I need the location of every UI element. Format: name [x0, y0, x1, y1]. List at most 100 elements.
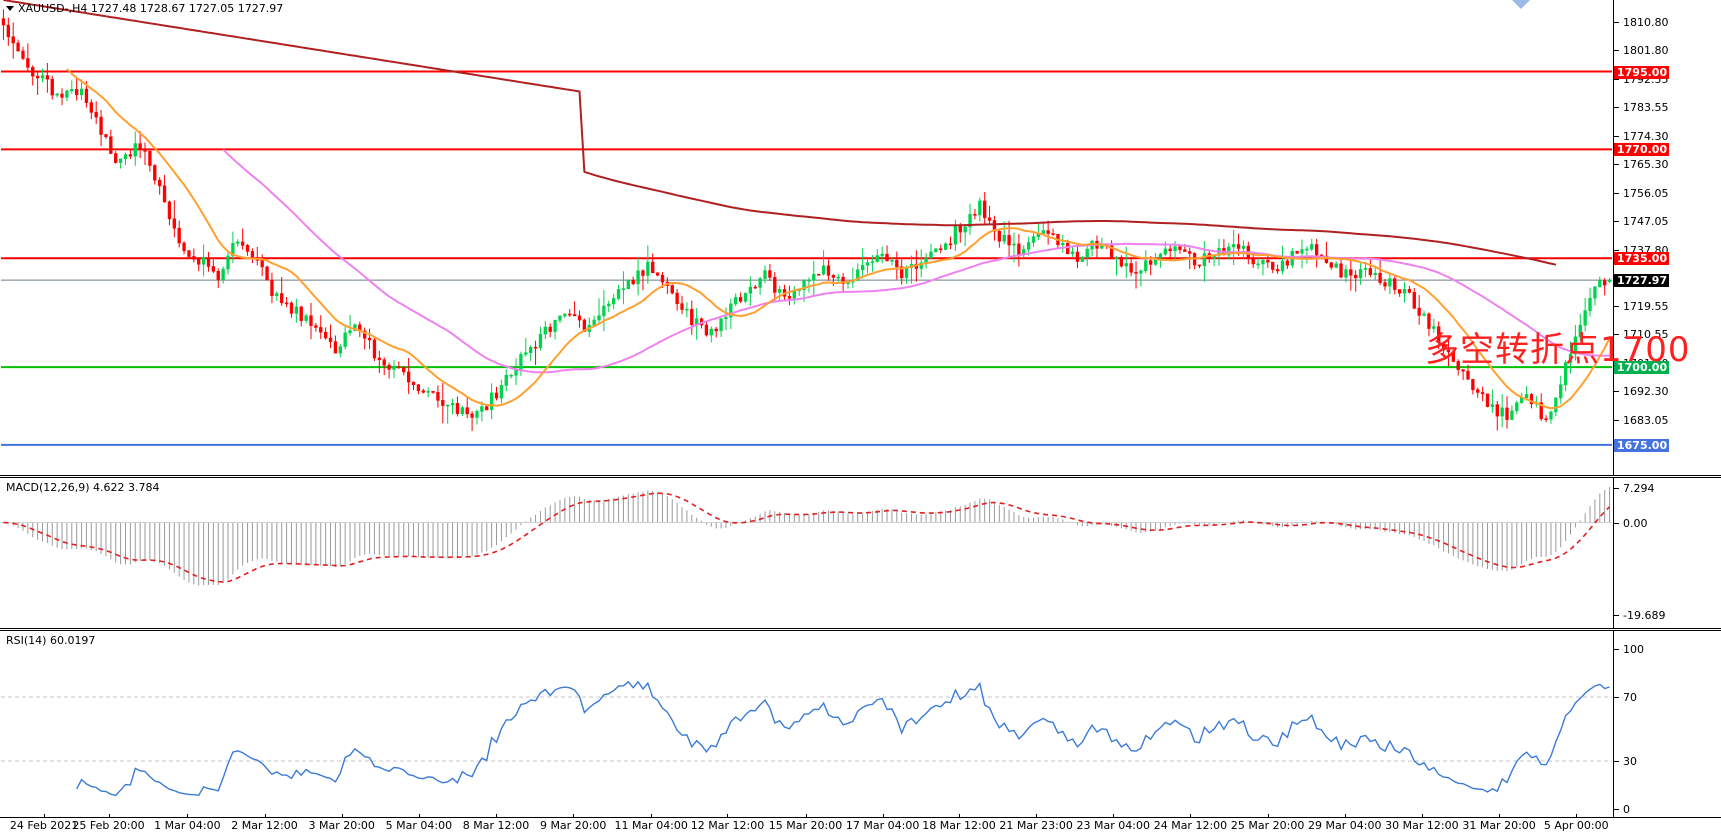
price-candles-layer — [1, 0, 1612, 446]
scroll-arrow-icon[interactable] — [1512, 0, 1530, 9]
rsi-plot-area[interactable] — [1, 631, 1612, 817]
macd-panel[interactable]: 7.294 0.00 -19.689 MACD(12,26,9) 4.622 3.7… — [0, 477, 1721, 629]
price-tick-label: 1756.05 — [1623, 186, 1669, 200]
rsi-tick-label: 0 — [1623, 803, 1630, 816]
time-tick-label: 24 Feb 2021 — [9, 819, 79, 832]
time-tick-mark — [1267, 814, 1269, 818]
price-tick-label: 1792.55 — [1623, 73, 1669, 87]
time-tick-label: 30 Mar 12:00 — [1385, 819, 1459, 832]
time-tick-mark — [1190, 814, 1192, 818]
macd-axis: 7.294 0.00 -19.689 — [1613, 478, 1721, 628]
time-tick-mark — [1036, 814, 1038, 818]
price-axis[interactable]: 1810.80 1801.80 1792.55 1783.55 1774.30 1765.… — [1613, 0, 1721, 475]
price-level-tag-1700-00[interactable]: 1700.00 — [1614, 361, 1670, 375]
price-tick-label: 1783.55 — [1623, 101, 1669, 115]
rsi-panel-label: RSI(14) 60.0197 — [6, 634, 96, 647]
time-tick-mark — [651, 814, 653, 818]
rsi-tick-mark — [1614, 697, 1619, 699]
price-tick-label: 1747.05 — [1623, 214, 1669, 228]
time-tick-label: 15 Mar 20:00 — [768, 819, 843, 832]
price-tick-mark — [1614, 163, 1619, 165]
price-tick-mark — [1614, 50, 1619, 52]
time-tick-label: 24 Mar 12:00 — [1153, 819, 1228, 832]
time-tick-label: 23 Mar 04:00 — [1076, 819, 1151, 832]
time-tick-mark — [1344, 814, 1346, 818]
time-tick-mark — [341, 814, 343, 818]
rsi-tick-mark — [1614, 649, 1619, 651]
time-tick-label: 5 Apr 00:00 — [1543, 819, 1609, 832]
collapse-triangle-icon[interactable] — [6, 5, 14, 11]
price-tick-label: 1810.80 — [1623, 16, 1669, 30]
time-tick-label: 11 Mar 04:00 — [614, 819, 688, 832]
time-tick-label: 3 Mar 20:00 — [308, 819, 375, 832]
price-tick-mark — [1614, 391, 1619, 393]
price-tick-mark — [1614, 79, 1619, 81]
time-tick-mark — [1499, 814, 1501, 818]
macd-tick-label: 7.294 — [1623, 482, 1655, 496]
price-tick-mark — [1614, 306, 1619, 308]
ohlc-text: XAUUSD-,H4 1727.48 1728.67 1727.05 1727.… — [18, 2, 284, 15]
time-tick-label: 31 Mar 20:00 — [1462, 819, 1536, 832]
macd-tick-label: 0.00 — [1623, 516, 1648, 530]
macd-plot-area[interactable] — [1, 478, 1612, 628]
time-tick-mark — [882, 814, 884, 818]
rsi-tick-label: 100 — [1623, 643, 1644, 657]
rsi-indicator-layer — [1, 680, 1612, 797]
price-tick-label: 1692.30 — [1623, 385, 1669, 399]
time-tick-label: 8 Mar 12:00 — [462, 819, 530, 832]
price-tick-label: 1719.55 — [1623, 300, 1669, 314]
time-tick-mark — [1113, 814, 1115, 818]
current-price-tag[interactable]: 1727.97 — [1614, 274, 1670, 288]
price-level-tag-1675-00[interactable]: 1675.00 — [1614, 438, 1670, 452]
time-tick-label: 2 Mar 12:00 — [231, 819, 298, 832]
price-tick-label: 1774.30 — [1623, 129, 1669, 143]
macd-panel-label: MACD(12,26,9) 4.622 3.784 — [6, 481, 160, 494]
rsi-tick-label: 30 — [1623, 755, 1637, 768]
time-tick-label: 29 Mar 04:00 — [1308, 819, 1382, 832]
price-tick-mark — [1614, 107, 1619, 109]
price-level-tag-1735-00[interactable]: 1735.00 — [1614, 252, 1670, 266]
price-panel-label: XAUUSD-,H4 1727.48 1728.67 1727.05 1727.… — [6, 3, 283, 15]
price-tick-label: 1801.80 — [1623, 44, 1669, 58]
time-tick-label: 5 Mar 04:00 — [385, 819, 453, 832]
time-tick-mark — [1576, 814, 1578, 818]
macd-indicator-layer — [1, 486, 1612, 586]
time-tick-mark — [496, 814, 498, 818]
price-tick-label: 1765.30 — [1623, 157, 1669, 171]
chart-annotation-text: 多空转折点1700 — [1425, 330, 1691, 370]
price-tick-label: 1737.80 — [1623, 243, 1669, 257]
macd-tick-label: -19.689 — [1623, 608, 1666, 622]
time-tick-label: 1 Mar 04:00 — [154, 819, 221, 832]
time-tick-label: 21 Mar 23:00 — [999, 819, 1073, 832]
time-tick-mark — [44, 814, 46, 818]
time-tick-label: 17 Mar 04:00 — [845, 819, 920, 832]
price-tick-mark — [1614, 192, 1619, 194]
price-plot-area[interactable] — [1, 0, 1612, 475]
time-tick-mark — [187, 814, 189, 818]
price-tick-label: 1683.05 — [1623, 413, 1669, 427]
time-tick-mark — [573, 814, 575, 818]
time-axis[interactable]: 24 Feb 2021 25 Feb 20:00 1 Mar 04:00 2 Mar … — [0, 814, 1721, 839]
price-tick-mark — [1614, 220, 1619, 222]
time-tick-mark — [418, 814, 420, 818]
price-tick-mark — [1614, 22, 1619, 24]
time-tick-mark — [108, 814, 110, 818]
time-tick-mark — [264, 814, 266, 818]
rsi-axis: 100 70 30 0 — [1613, 631, 1721, 817]
time-tick-label: 25 Feb 20:00 — [72, 819, 145, 832]
rsi-tick-label: 70 — [1623, 691, 1637, 705]
price-level-tag-1770-00[interactable]: 1770.00 — [1614, 143, 1670, 157]
price-panel[interactable]: 1810.80 1801.80 1792.55 1783.55 1774.30 1765.… — [0, 0, 1721, 476]
rsi-tick-mark — [1614, 761, 1619, 762]
time-tick-mark — [1421, 814, 1423, 818]
price-tick-label: 1710.55 — [1623, 328, 1669, 342]
price-tick-mark — [1614, 334, 1619, 336]
price-level-tag-1795-00[interactable]: 1795.00 — [1614, 65, 1670, 79]
macd-tick-mark — [1614, 614, 1619, 616]
time-tick-mark — [958, 814, 960, 818]
time-tick-mark — [727, 814, 729, 818]
price-tick-mark — [1614, 135, 1619, 137]
price-tick-mark — [1614, 419, 1619, 421]
rsi-panel[interactable]: 100 70 30 0 RSI(14) 60.0197 — [0, 630, 1721, 818]
